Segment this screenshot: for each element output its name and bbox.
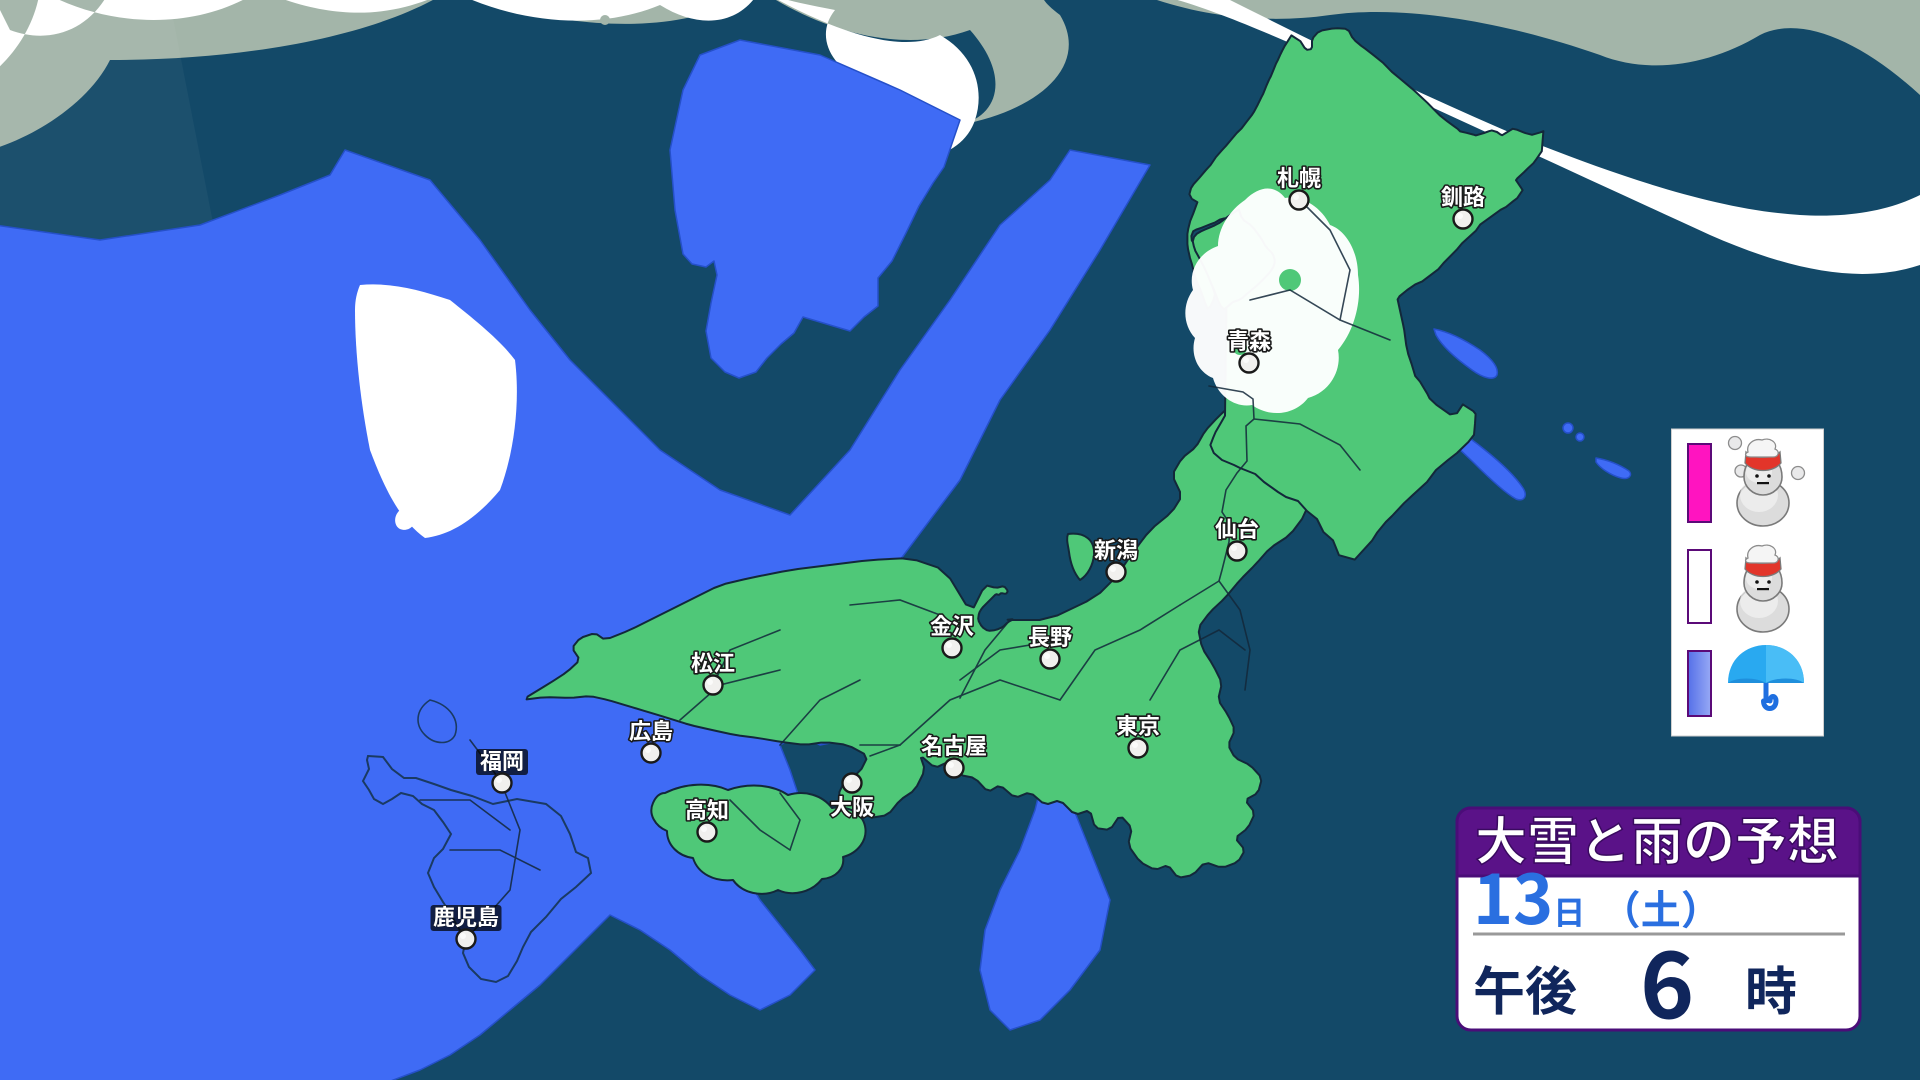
svg-text:釧路: 釧路 [1441, 180, 1485, 212]
svg-text:名古屋: 名古屋 [921, 729, 987, 761]
svg-text:東京: 東京 [1116, 709, 1160, 741]
svg-text:6: 6 [1640, 912, 1694, 1045]
svg-text:時: 時 [1745, 950, 1797, 1025]
svg-text:松江: 松江 [691, 646, 735, 678]
svg-text:高知: 高知 [685, 793, 729, 825]
svg-text:大阪: 大阪 [830, 790, 874, 822]
svg-text:長野: 長野 [1028, 620, 1072, 652]
svg-text:仙台: 仙台 [1215, 512, 1259, 544]
svg-text:青森: 青森 [1227, 324, 1271, 356]
svg-text:午後: 午後 [1473, 950, 1577, 1025]
svg-text:鹿児島: 鹿児島 [433, 900, 499, 932]
svg-text:福岡: 福岡 [480, 744, 524, 776]
svg-text:札幌: 札幌 [1277, 161, 1321, 193]
svg-text:広島: 広島 [629, 714, 673, 746]
svg-text:新潟: 新潟 [1094, 533, 1138, 565]
svg-text:金沢: 金沢 [930, 609, 974, 641]
